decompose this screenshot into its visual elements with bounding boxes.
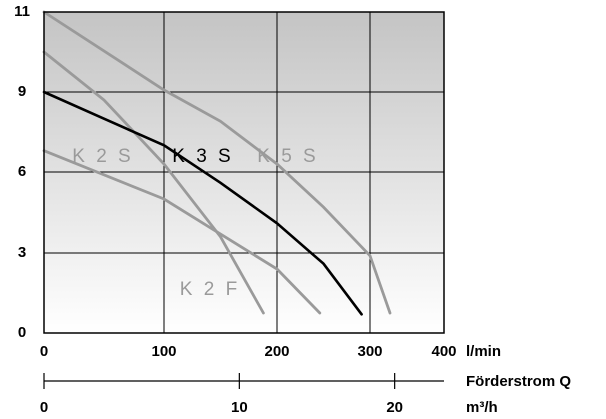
x2-tick-label: 20 [386,399,403,416]
y-tick-label: 3 [18,244,26,261]
curve-label: K 5 S [257,146,318,167]
curve-label: K 3 S [172,146,233,167]
x-tick-label: 200 [264,343,289,360]
x2-tick-label: 10 [231,399,248,416]
curve-label: K 2 S [72,146,133,167]
y-tick-label: 11 [14,3,30,20]
curve [42,149,322,315]
curve-label: K 2 F [180,279,240,300]
y-tick-label: 6 [18,163,26,180]
y-tick-label: 9 [18,83,26,100]
curve [42,10,392,315]
x-tick-label: 400 [431,343,456,360]
x2-tick-label: 0 [40,399,48,416]
x-tick-label: 100 [151,343,176,360]
curve [42,50,265,315]
plot-frame [43,11,445,334]
x2-axis-unit: m³/h [466,399,498,416]
x2-axis-label: Förderstrom Q [466,373,571,390]
x-tick-label: 0 [40,343,48,360]
x-tick-label: 300 [357,343,382,360]
y-tick-label: 0 [18,324,26,341]
curve [42,90,363,316]
x-axis-unit: l/min [466,343,501,360]
